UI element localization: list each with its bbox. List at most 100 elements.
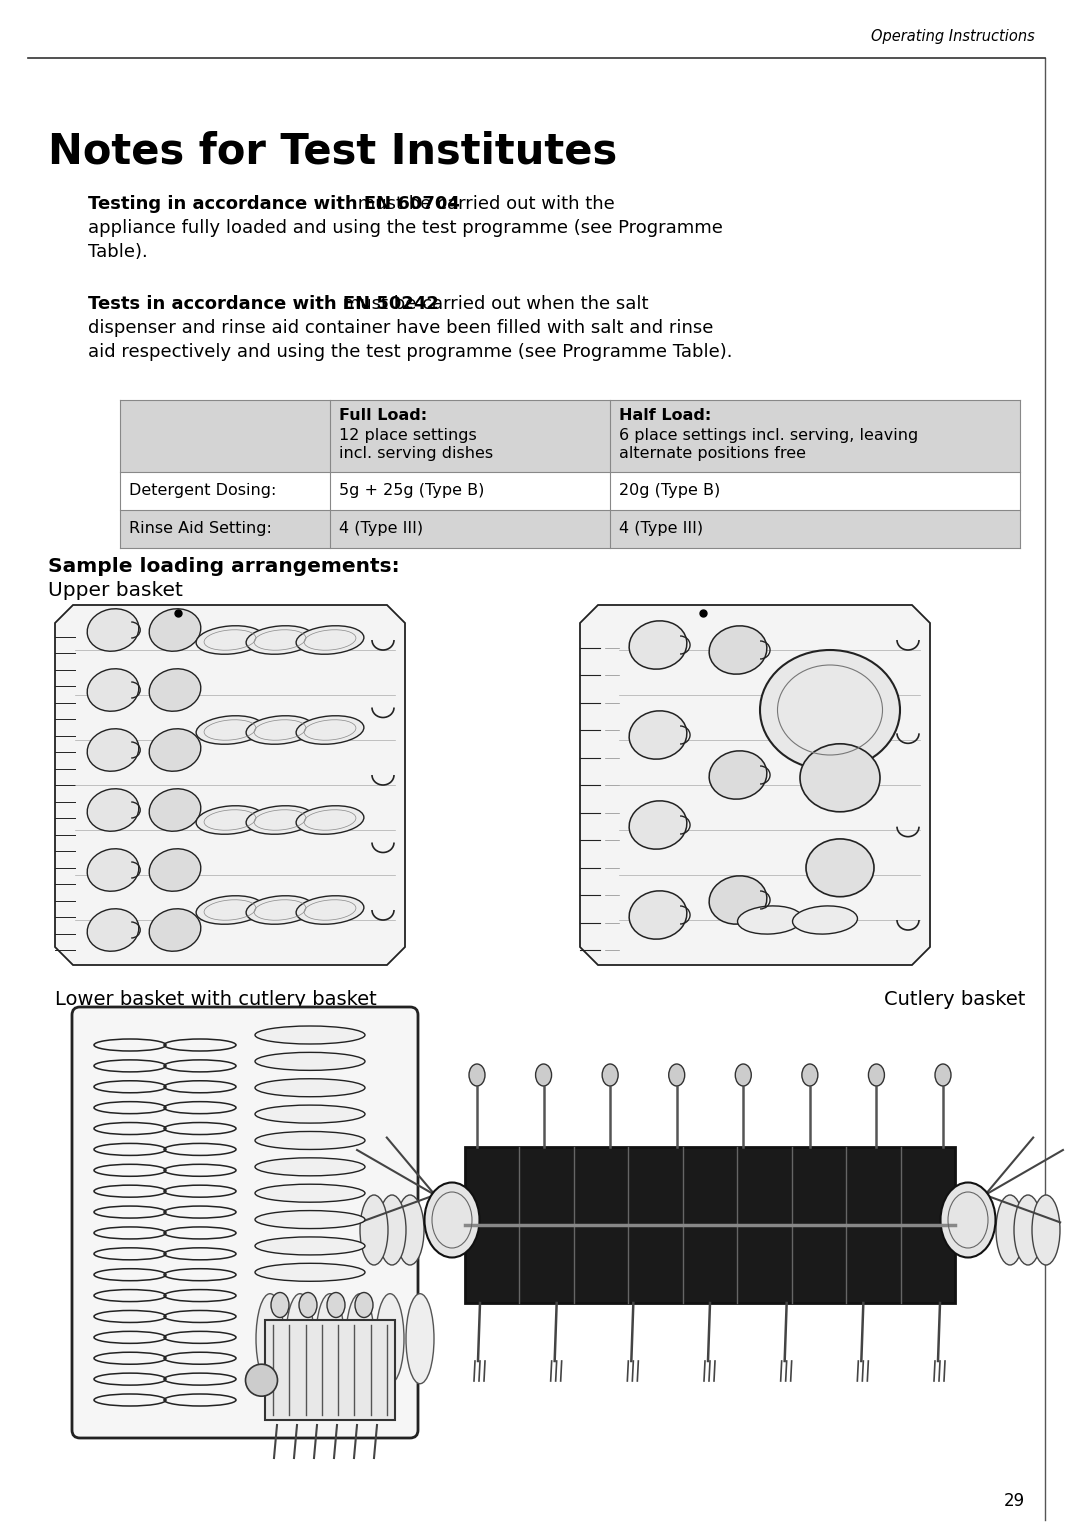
Text: Tests in accordance with EN 50242: Tests in accordance with EN 50242: [87, 295, 438, 313]
Ellipse shape: [255, 1211, 365, 1229]
Text: alternate positions free: alternate positions free: [619, 446, 806, 462]
Ellipse shape: [738, 905, 802, 934]
Ellipse shape: [197, 806, 264, 835]
Text: Cutlery basket: Cutlery basket: [883, 989, 1025, 1009]
Ellipse shape: [296, 806, 364, 835]
Text: appliance fully loaded and using the test programme (see Programme: appliance fully loaded and using the tes…: [87, 219, 723, 237]
Text: dispenser and rinse aid container have been filled with salt and rinse: dispenser and rinse aid container have b…: [87, 320, 714, 336]
Ellipse shape: [669, 1064, 685, 1086]
Ellipse shape: [255, 1263, 365, 1281]
Text: must be carried out when the salt: must be carried out when the salt: [337, 295, 649, 313]
Text: Notes for Test Institutes: Notes for Test Institutes: [48, 130, 618, 171]
Ellipse shape: [149, 729, 201, 771]
Ellipse shape: [149, 609, 201, 651]
Ellipse shape: [255, 1131, 365, 1150]
Text: Upper basket: Upper basket: [48, 581, 183, 599]
Ellipse shape: [735, 1064, 752, 1086]
Ellipse shape: [197, 625, 264, 654]
Text: Half Load:: Half Load:: [619, 408, 712, 424]
Ellipse shape: [255, 1183, 365, 1202]
Text: 4 (Type III): 4 (Type III): [339, 521, 423, 537]
Ellipse shape: [197, 716, 264, 745]
Ellipse shape: [710, 751, 767, 800]
Ellipse shape: [87, 849, 139, 891]
Ellipse shape: [255, 1105, 365, 1124]
Ellipse shape: [255, 1079, 365, 1096]
Ellipse shape: [296, 716, 364, 745]
Text: 20g (Type B): 20g (Type B): [619, 483, 720, 498]
Bar: [265, 1320, 395, 1420]
Ellipse shape: [327, 1292, 345, 1318]
Ellipse shape: [255, 1237, 365, 1255]
Text: Full Load:: Full Load:: [339, 408, 427, 424]
Text: 12 place settings: 12 place settings: [339, 428, 476, 443]
Ellipse shape: [935, 1064, 951, 1086]
Ellipse shape: [255, 1026, 365, 1044]
Ellipse shape: [197, 896, 264, 924]
Ellipse shape: [296, 896, 364, 924]
Ellipse shape: [246, 716, 314, 745]
Ellipse shape: [355, 1292, 373, 1318]
Ellipse shape: [149, 668, 201, 711]
Ellipse shape: [1014, 1196, 1042, 1264]
Bar: [120, 401, 1020, 472]
Text: must be carried out with the: must be carried out with the: [352, 196, 615, 213]
Ellipse shape: [286, 1294, 314, 1384]
Ellipse shape: [87, 729, 139, 771]
Text: 4 (Type III): 4 (Type III): [619, 521, 703, 537]
Ellipse shape: [299, 1292, 318, 1318]
Ellipse shape: [316, 1294, 345, 1384]
Ellipse shape: [396, 1196, 424, 1264]
Ellipse shape: [1032, 1196, 1059, 1264]
Text: Rinse Aid Setting:: Rinse Aid Setting:: [129, 521, 272, 537]
Ellipse shape: [760, 650, 900, 771]
Bar: [120, 472, 1020, 511]
Text: Table).: Table).: [87, 243, 148, 261]
Ellipse shape: [87, 908, 139, 951]
Ellipse shape: [710, 876, 767, 924]
Ellipse shape: [941, 1182, 996, 1257]
Ellipse shape: [793, 905, 858, 934]
Bar: [120, 511, 1020, 547]
Ellipse shape: [424, 1182, 480, 1257]
Text: 29: 29: [1004, 1492, 1025, 1511]
Ellipse shape: [149, 849, 201, 891]
Ellipse shape: [87, 609, 139, 651]
Ellipse shape: [149, 789, 201, 832]
Ellipse shape: [149, 908, 201, 951]
Ellipse shape: [630, 621, 687, 670]
Ellipse shape: [296, 625, 364, 654]
Ellipse shape: [406, 1294, 434, 1384]
Ellipse shape: [346, 1294, 374, 1384]
Ellipse shape: [378, 1196, 406, 1264]
Ellipse shape: [800, 743, 880, 812]
Ellipse shape: [255, 1157, 365, 1176]
Ellipse shape: [536, 1064, 552, 1086]
Ellipse shape: [246, 806, 314, 835]
Polygon shape: [55, 605, 405, 965]
Ellipse shape: [360, 1196, 388, 1264]
Text: Lower basket with cutlery basket: Lower basket with cutlery basket: [55, 989, 377, 1009]
Text: 5g + 25g (Type B): 5g + 25g (Type B): [339, 483, 484, 498]
Text: Operating Instructions: Operating Instructions: [872, 29, 1035, 43]
Text: 6 place settings incl. serving, leaving: 6 place settings incl. serving, leaving: [619, 428, 918, 443]
Ellipse shape: [603, 1064, 618, 1086]
Ellipse shape: [246, 625, 314, 654]
Ellipse shape: [87, 668, 139, 711]
Text: Testing in accordance with EN 60704: Testing in accordance with EN 60704: [87, 196, 460, 213]
Ellipse shape: [868, 1064, 885, 1086]
Circle shape: [245, 1364, 278, 1396]
Text: incl. serving dishes: incl. serving dishes: [339, 446, 494, 462]
Ellipse shape: [87, 789, 139, 832]
Ellipse shape: [246, 896, 314, 924]
Ellipse shape: [256, 1294, 284, 1384]
FancyBboxPatch shape: [72, 1008, 418, 1437]
Ellipse shape: [630, 891, 687, 939]
Text: aid respectively and using the test programme (see Programme Table).: aid respectively and using the test prog…: [87, 342, 732, 361]
Ellipse shape: [806, 839, 874, 896]
Text: Detergent Dosing:: Detergent Dosing:: [129, 483, 276, 498]
Bar: [465, 1147, 955, 1303]
Ellipse shape: [469, 1064, 485, 1086]
Ellipse shape: [630, 711, 687, 760]
Ellipse shape: [801, 1064, 818, 1086]
